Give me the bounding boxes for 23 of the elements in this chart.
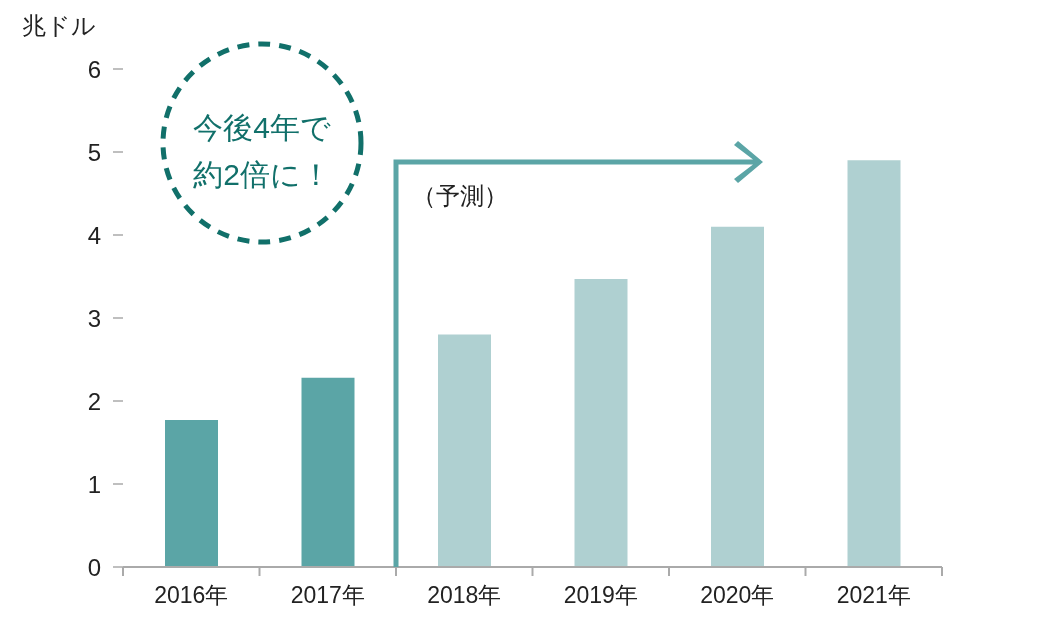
y-tick-label: 5 [87, 138, 101, 166]
x-tick-label: 2020年 [700, 582, 775, 609]
x-tick-label: 2016年 [154, 582, 229, 609]
x-tick-label: 2017年 [290, 582, 365, 609]
bar [847, 160, 901, 567]
annotation: （予測） [412, 181, 508, 211]
x-tick-label: 2019年 [563, 582, 638, 609]
bar [301, 377, 355, 567]
bar [438, 334, 491, 567]
bar [165, 420, 218, 567]
annotation: 約2倍に！ [192, 157, 332, 193]
x-tick-label: 2021年 [836, 582, 911, 609]
y-tick-label: 6 [87, 55, 101, 83]
annotation: 今後4年で [192, 110, 332, 146]
y-tick-label: 0 [87, 553, 101, 581]
bar [574, 278, 628, 567]
y-tick-label: 3 [87, 304, 101, 332]
bar [711, 226, 764, 567]
y-axis-title: 兆ドル [22, 11, 96, 41]
x-tick-label: 2018年 [427, 582, 502, 609]
y-tick-label: 2 [87, 387, 101, 415]
y-tick-label: 4 [87, 221, 101, 249]
y-tick-label: 1 [87, 470, 101, 498]
